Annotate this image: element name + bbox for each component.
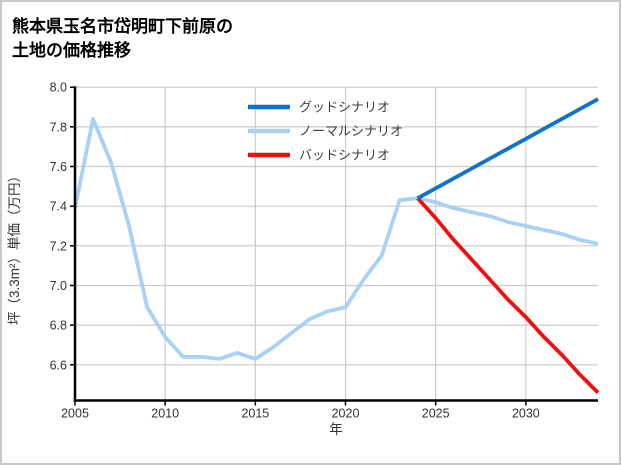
y-tick-label: 6.6	[50, 358, 67, 372]
good-scenario-legend-label: グッドシナリオ	[299, 100, 390, 115]
bad-scenario-legend-label: バッドシナリオ	[299, 148, 390, 163]
y-axis-label: 坪（3.3m²）単価（万円）	[7, 169, 22, 325]
price-history-line	[73, 117, 418, 361]
y-tick-label: 7.8	[50, 120, 67, 134]
y-tick-label: 7.0	[50, 279, 67, 293]
y-tick-label: 8.0	[50, 81, 67, 95]
chart-title: 熊本県玉名市岱明町下前原の 土地の価格推移	[12, 17, 233, 60]
normal-scenario-line	[417, 196, 599, 246]
normal-scenario-legend-label: ノーマルシナリオ	[299, 124, 403, 139]
x-tick-label: 2015	[241, 407, 269, 421]
axes-layer	[73, 86, 598, 402]
x-tick-label: 2005	[61, 407, 89, 421]
y-tick-label: 7.4	[50, 200, 67, 214]
x-tick-label: 2030	[512, 407, 540, 421]
grid-layer	[75, 86, 598, 401]
y-tick-label: 6.8	[50, 319, 67, 333]
legend-item-bad-scenario: バッドシナリオ	[248, 148, 390, 163]
series-layer	[73, 97, 600, 394]
legend-item-normal-scenario: ノーマルシナリオ	[248, 124, 403, 139]
x-tick-label: 2010	[151, 407, 179, 421]
bad-scenario-line	[416, 196, 600, 394]
x-tick-label: 2025	[422, 407, 450, 421]
y-tick-label: 7.6	[50, 160, 67, 174]
x-axis-label: 年	[329, 422, 343, 437]
y-tick-label: 7.2	[50, 239, 67, 253]
good-scenario-line	[416, 97, 599, 200]
legend-item-good-scenario: グッドシナリオ	[248, 100, 390, 115]
x-tick-label: 2020	[332, 407, 360, 421]
tick-layer: 6.6 6.8 7.0 7.2 7.4 7.6 7.8 8.0 2005 2010 2015 2020…	[50, 81, 540, 421]
